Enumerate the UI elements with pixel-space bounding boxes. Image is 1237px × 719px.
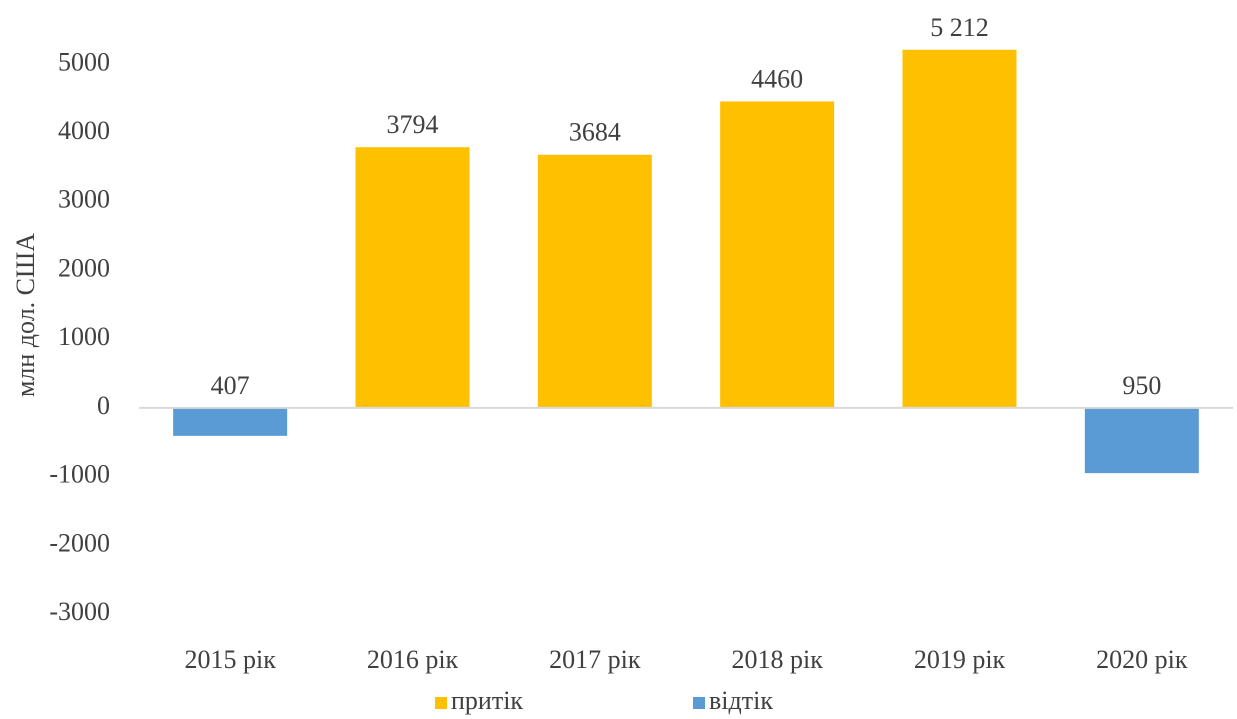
y-tick-label: -3000 bbox=[49, 597, 110, 626]
x-tick-label: 2017 рік bbox=[549, 645, 641, 674]
data-label: 5 212 bbox=[930, 13, 989, 42]
y-axis-title: млн дол. США bbox=[11, 233, 40, 397]
y-tick-label: 5000 bbox=[58, 47, 110, 76]
y-tick-label: 3000 bbox=[58, 185, 110, 214]
y-tick-label: -1000 bbox=[49, 460, 110, 489]
data-label: 407 bbox=[211, 371, 250, 400]
x-tick-label: 2020 рік bbox=[1096, 645, 1188, 674]
legend-swatch bbox=[435, 697, 447, 709]
x-tick-label: 2018 рік bbox=[731, 645, 823, 674]
y-tick-label: 2000 bbox=[58, 253, 110, 282]
data-label: 950 bbox=[1122, 371, 1161, 400]
bar bbox=[173, 407, 288, 436]
y-tick-label: 1000 bbox=[58, 322, 110, 351]
bar bbox=[355, 147, 470, 408]
legend-label: притік bbox=[451, 686, 523, 715]
data-label: 3794 bbox=[387, 110, 439, 139]
legend-swatch bbox=[693, 697, 705, 709]
x-tick-label: 2015 рік bbox=[184, 645, 276, 674]
bar bbox=[537, 154, 652, 408]
y-tick-label: -2000 bbox=[49, 528, 110, 557]
bar bbox=[1084, 407, 1199, 474]
legend-label: відтік bbox=[709, 686, 773, 715]
data-label: 4460 bbox=[751, 64, 803, 93]
y-tick-label: 0 bbox=[97, 391, 110, 420]
bar bbox=[902, 49, 1017, 408]
x-tick-label: 2016 рік bbox=[367, 645, 459, 674]
y-tick-label: 4000 bbox=[58, 116, 110, 145]
bar bbox=[720, 101, 835, 408]
data-label: 3684 bbox=[569, 118, 621, 147]
x-tick-label: 2019 рік bbox=[914, 645, 1006, 674]
